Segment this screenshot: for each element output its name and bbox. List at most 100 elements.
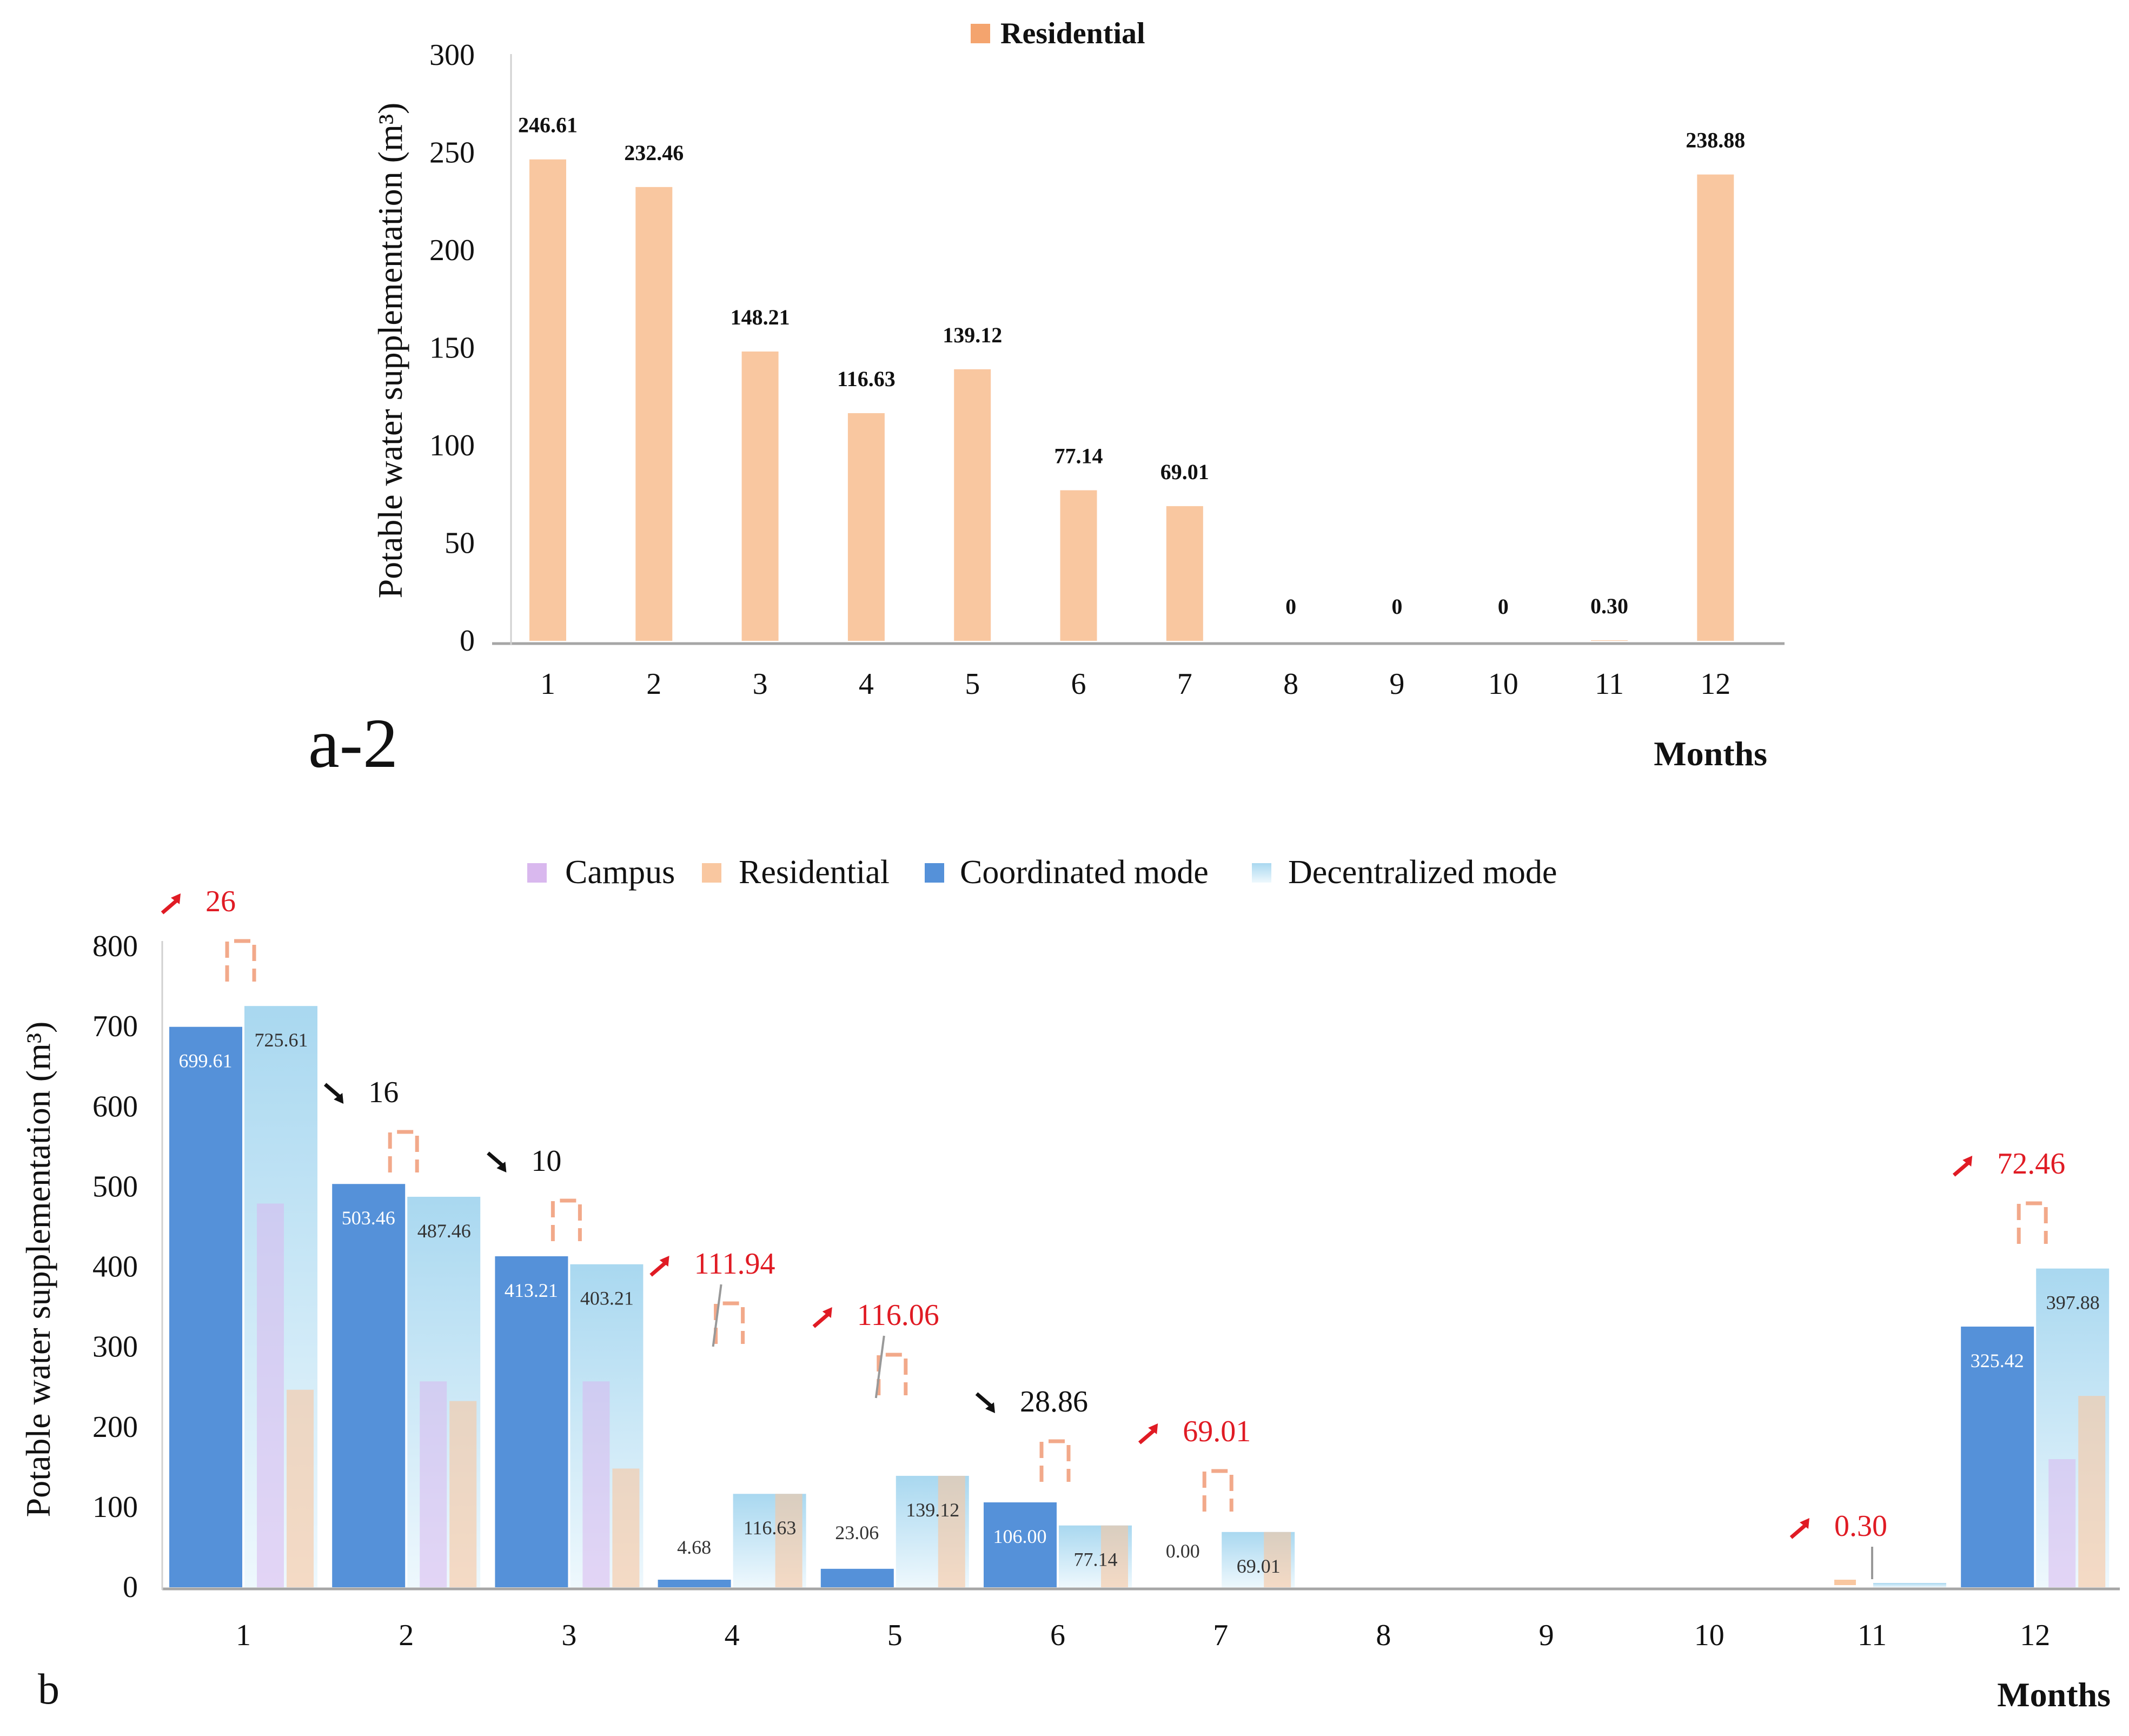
x-tick-label-b: 5 xyxy=(887,1619,903,1652)
x-tick-label-b: 2 xyxy=(399,1619,414,1652)
difference-label: 28.86 xyxy=(1020,1385,1088,1419)
x-tick-label-a2: 6 xyxy=(1071,667,1086,701)
bar-b-campus xyxy=(420,1381,447,1587)
difference-arrow-icon xyxy=(323,1083,342,1099)
difference-leader-line xyxy=(712,1284,722,1347)
bar-b-residential xyxy=(612,1468,640,1587)
x-tick-label-a2: 11 xyxy=(1595,667,1624,701)
difference-arrowhead-icon xyxy=(171,893,181,904)
difference-label: 116.06 xyxy=(857,1298,939,1332)
difference-label: 72.46 xyxy=(1997,1147,2065,1181)
difference-arrow-icon xyxy=(1138,1428,1156,1445)
difference-bracket xyxy=(1202,1469,1233,1512)
difference-bracket xyxy=(2017,1201,2048,1244)
difference-arrow-icon xyxy=(1952,1161,1971,1177)
difference-arrowhead-icon xyxy=(334,1093,344,1104)
difference-bracket xyxy=(551,1198,582,1241)
legend-b-residential-label: Residential xyxy=(739,854,890,891)
bar-b-coordinated xyxy=(169,1026,242,1587)
legend-b-coordinated-label: Coordinated mode xyxy=(960,854,1209,891)
y-tick-label-b: 700 xyxy=(92,1010,138,1043)
bar-b-coordinated xyxy=(1961,1326,2034,1587)
bar-b-coordinated xyxy=(820,1568,894,1587)
bar-b-residential xyxy=(775,1494,802,1587)
data-label-b-coordinated: 503.46 xyxy=(342,1207,395,1229)
bar-b-residential xyxy=(1101,1525,1128,1587)
bar-a2-residential xyxy=(635,187,673,641)
legend-b-campus-swatch xyxy=(527,863,547,883)
bar-b-decentralized xyxy=(1873,1583,1946,1587)
y-axis-title-a2: Potable water supplementation (m³) xyxy=(371,103,409,599)
bar-a2-residential xyxy=(529,159,566,641)
data-label-b-coordinated: 413.21 xyxy=(505,1280,558,1301)
difference-arrow-icon xyxy=(487,1151,505,1168)
x-axis-title-a2: Months xyxy=(1654,734,1767,773)
data-label-a2: 0 xyxy=(1498,594,1509,619)
y-tick-label-b: 300 xyxy=(92,1330,138,1364)
data-label-a2: 238.88 xyxy=(1686,128,1745,153)
legend-a2-residential-swatch xyxy=(971,24,990,43)
data-label-b-decentralized: 69.01 xyxy=(1237,1555,1281,1577)
difference-label: 26 xyxy=(205,885,236,918)
data-label-b-coordinated: 0.00 xyxy=(1166,1540,1200,1562)
data-label-b-decentralized: 487.46 xyxy=(417,1220,471,1242)
y-tick-label-a2: 100 xyxy=(429,429,475,462)
x-tick-label-a2: 3 xyxy=(753,667,768,701)
difference-leader-line xyxy=(874,1335,885,1399)
data-label-a2: 69.01 xyxy=(1160,460,1209,484)
bar-a2-residential xyxy=(741,351,779,641)
bar-b-residential xyxy=(449,1401,477,1587)
x-tick-label-b: 1 xyxy=(236,1619,251,1652)
x-tick-label-b: 7 xyxy=(1213,1619,1228,1652)
difference-arrowhead-icon xyxy=(1800,1518,1809,1529)
difference-arrowhead-icon xyxy=(659,1256,669,1267)
bar-b-coordinated xyxy=(332,1184,406,1587)
x-tick-label-b: 4 xyxy=(725,1619,740,1652)
bar-b-residential xyxy=(938,1475,965,1587)
y-tick-label-a2: 0 xyxy=(460,624,475,658)
difference-arrowhead-icon xyxy=(496,1162,507,1172)
y-axis-title-b: Potable water supplementation (m³) xyxy=(19,1022,57,1518)
y-tick-label-b: 100 xyxy=(92,1490,138,1524)
x-tick-label-a2: 4 xyxy=(859,667,874,701)
data-label-a2: 0 xyxy=(1391,594,1402,619)
data-label-b-decentralized: 116.63 xyxy=(744,1517,797,1539)
difference-bracket xyxy=(388,1130,419,1172)
bar-a2-residential xyxy=(954,369,991,641)
x-tick-label-a2: 5 xyxy=(965,667,980,701)
bar-b-coordinated xyxy=(984,1502,1057,1587)
difference-label: 16 xyxy=(368,1076,399,1109)
y-tick-label-a2: 250 xyxy=(429,136,475,170)
data-label-b-coordinated: 106.00 xyxy=(993,1526,1047,1547)
difference-bracket xyxy=(877,1353,908,1395)
bar-b-coordinated xyxy=(658,1580,731,1587)
x-tick-label-b: 9 xyxy=(1539,1619,1554,1652)
data-label-a2: 116.63 xyxy=(837,367,896,391)
x-tick-label-a2: 8 xyxy=(1283,667,1298,701)
data-label-a2: 232.46 xyxy=(624,141,684,165)
x-tick-label-a2: 12 xyxy=(1700,667,1730,701)
data-label-b-decentralized: 397.88 xyxy=(2046,1292,2100,1314)
bar-b-residential xyxy=(1264,1532,1291,1587)
y-tick-label-b: 600 xyxy=(92,1090,138,1123)
y-tick-label-b: 500 xyxy=(92,1170,138,1203)
x-tick-label-a2: 2 xyxy=(646,667,661,701)
bar-b-campus xyxy=(582,1381,610,1587)
x-tick-label-b: 12 xyxy=(2020,1619,2050,1652)
bar-b-residential xyxy=(1834,1580,1856,1585)
chart-b: Campus Residential Coordinated mode Dece… xyxy=(19,854,2120,1714)
y-tick-label-b: 400 xyxy=(92,1250,138,1284)
y-tick-label-b: 800 xyxy=(92,930,138,963)
x-axis-title-b: Months xyxy=(1997,1675,2111,1714)
data-label-b-coordinated: 4.68 xyxy=(677,1536,711,1558)
x-tick-label-a2: 7 xyxy=(1177,667,1192,701)
x-tick-label-a2: 9 xyxy=(1389,667,1404,701)
data-label-b-decentralized: 403.21 xyxy=(580,1288,634,1309)
difference-arrow-icon xyxy=(975,1392,993,1408)
data-label-b-decentralized: 77.14 xyxy=(1074,1549,1118,1571)
legend-b: Campus Residential Coordinated mode Dece… xyxy=(527,854,1557,891)
x-tick-label-b: 6 xyxy=(1050,1619,1065,1652)
difference-arrow-icon xyxy=(161,898,179,915)
difference-label: 111.94 xyxy=(694,1247,775,1281)
